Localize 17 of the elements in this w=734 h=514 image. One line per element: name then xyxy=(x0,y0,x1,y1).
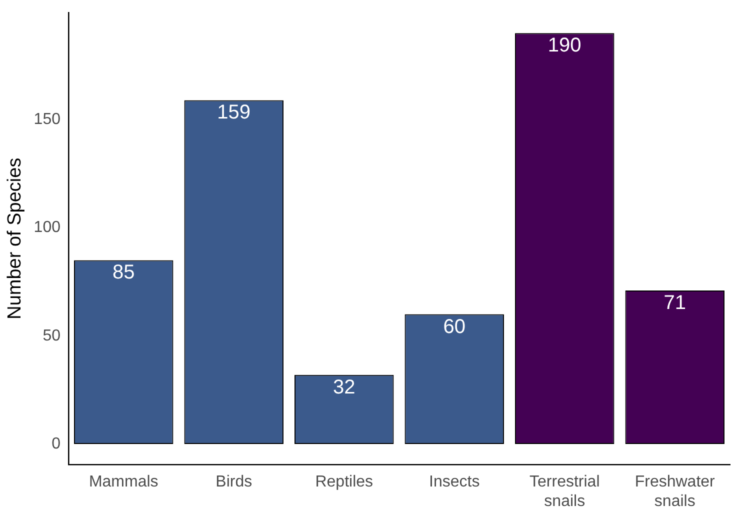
y-axis-title: Number of Species xyxy=(4,158,26,320)
data-label: 85 xyxy=(112,262,135,284)
x-tick-label: Freshwater snails xyxy=(634,474,716,510)
x-tick-label: Terrestrial snails xyxy=(530,474,600,510)
x-tick-label: Reptiles xyxy=(315,474,374,491)
data-label: 71 xyxy=(664,292,686,314)
data-label: 32 xyxy=(332,376,356,398)
y-tick-label: 150 xyxy=(34,111,61,128)
x-tick-label: Birds xyxy=(216,474,252,491)
x-tick-label: Insects xyxy=(429,474,480,491)
y-tick-label: 50 xyxy=(42,327,61,344)
data-label: 60 xyxy=(443,316,466,338)
data-label: 159 xyxy=(217,102,251,124)
x-tick-label: Mammals xyxy=(88,474,158,491)
y-tick-label: 0 xyxy=(52,435,61,452)
y-tick-label: 100 xyxy=(34,219,61,236)
data-label: 190 xyxy=(548,34,582,57)
